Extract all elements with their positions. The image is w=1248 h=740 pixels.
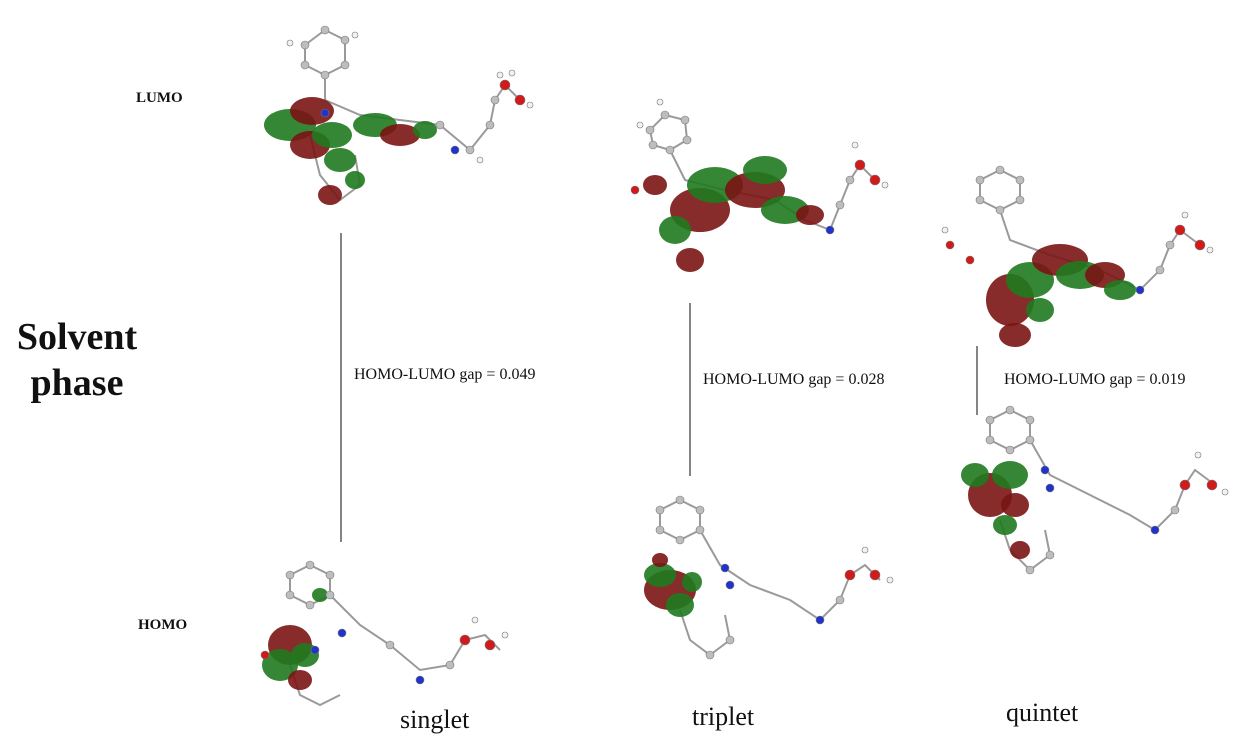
lumo-label: LUMO xyxy=(136,90,183,106)
phase-label-line2: phase xyxy=(30,362,124,404)
singlet-homo-molecule xyxy=(260,560,509,707)
phase-label-line1: Solvent xyxy=(16,316,138,358)
quintet-gap-label: HOMO-LUMO gap = 0.019 xyxy=(1004,371,1186,388)
triplet-homo-molecule xyxy=(644,495,894,660)
singlet-lumo-molecule xyxy=(264,25,534,205)
singlet-label: singlet xyxy=(400,705,470,734)
triplet-label: triplet xyxy=(692,702,755,731)
triplet-lumo-molecule xyxy=(630,98,889,272)
quintet-label: quintet xyxy=(1006,698,1079,727)
homo-label: HOMO xyxy=(138,617,188,633)
quintet-homo-molecule xyxy=(961,405,1229,575)
quintet-lumo-molecule xyxy=(941,165,1214,347)
phase-label: Solvent phase xyxy=(2,314,152,406)
triplet-gap-label: HOMO-LUMO gap = 0.028 xyxy=(703,371,885,388)
singlet-gap-label: HOMO-LUMO gap = 0.049 xyxy=(354,366,536,383)
